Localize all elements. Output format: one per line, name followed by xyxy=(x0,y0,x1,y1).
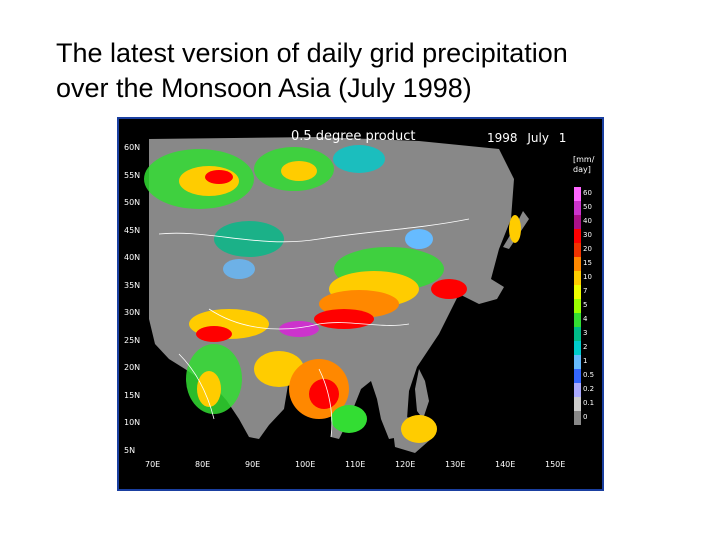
border-line xyxy=(158,218,470,243)
colorbar-swatch xyxy=(574,187,581,201)
colorbar-swatch xyxy=(574,257,581,271)
rain-cell xyxy=(401,415,437,443)
colorbar-label: 40 xyxy=(583,217,592,225)
philippines-land xyxy=(415,369,429,419)
unit-label: [mm/ day] xyxy=(573,155,594,175)
colorbar-label: 5 xyxy=(583,301,588,309)
product-label: 0.5 degree product xyxy=(291,129,416,144)
colorbar-swatch xyxy=(574,313,581,327)
date-label: 1998 July 1 xyxy=(487,131,567,145)
colorbar-label: 0.2 xyxy=(583,385,595,393)
colorbar-label: 4 xyxy=(583,315,588,323)
colorbar-swatch xyxy=(574,327,581,341)
lat-label: 15N xyxy=(124,390,141,400)
unit-line-2: day] xyxy=(573,165,591,174)
colorbar-swatch xyxy=(574,271,581,285)
colorbar-label: 2 xyxy=(583,343,588,351)
lon-label: 120E xyxy=(395,460,416,469)
lat-label: 55N xyxy=(124,170,141,180)
colorbar-label: 50 xyxy=(583,203,592,211)
rain-cell xyxy=(279,321,319,337)
rain-cell xyxy=(197,371,221,407)
colorbar-label: 10 xyxy=(583,273,592,281)
colorbar-label: 0 xyxy=(583,413,588,421)
rain-cell xyxy=(509,215,521,243)
rain-cell xyxy=(314,309,374,329)
colorbar-label: 3 xyxy=(583,329,588,337)
lat-label: 40N xyxy=(124,253,141,262)
lat-label: 25N xyxy=(124,335,141,345)
colorbar-swatch xyxy=(574,299,581,313)
lat-label: 10N xyxy=(124,418,141,427)
lon-label: 80E xyxy=(195,460,211,469)
colorbar-swatch xyxy=(574,397,581,411)
colorbar-label: 1 xyxy=(583,357,588,365)
precipitation-map: 0.5 degree product 1998 July 1 [mm/ day]… xyxy=(117,117,604,491)
title-line-2: over the Monsoon Asia (July 1998) xyxy=(56,73,472,103)
colorbar-swatch xyxy=(574,411,581,425)
colorbar xyxy=(574,187,581,425)
colorbar-label: 0.5 xyxy=(583,371,595,379)
map-graphic xyxy=(144,137,581,453)
slide-title: The latest version of daily grid precipi… xyxy=(56,36,696,106)
colorbar-label: 0.1 xyxy=(583,399,595,407)
lon-label: 150E xyxy=(545,460,566,469)
colorbar-label: 60 xyxy=(583,189,592,197)
colorbar-label: 7 xyxy=(583,287,588,295)
lat-label: 35N xyxy=(124,280,141,290)
colorbar-swatch xyxy=(574,341,581,355)
border-line xyxy=(318,368,333,438)
border-line xyxy=(208,308,410,330)
colorbar-label: 30 xyxy=(583,231,592,239)
borders xyxy=(158,218,470,438)
rain-cell xyxy=(333,145,385,173)
rain-cell xyxy=(309,379,339,409)
colorbar-label: 20 xyxy=(583,245,592,253)
lon-label: 90E xyxy=(245,460,261,469)
unit-line-1: [mm/ xyxy=(573,155,595,164)
colorbar-swatch xyxy=(574,229,581,243)
colorbar-swatch xyxy=(574,215,581,229)
lon-label: 130E xyxy=(445,460,466,469)
colorbar-swatch xyxy=(574,201,581,215)
lon-label: 140E xyxy=(495,460,516,469)
colorbar-label: 15 xyxy=(583,259,592,267)
rain-cell xyxy=(214,221,284,257)
lat-label: 20N xyxy=(124,363,141,372)
rain-cell xyxy=(331,405,367,433)
rain-cells xyxy=(144,145,521,443)
colorbar-swatch xyxy=(574,369,581,383)
lat-label: 30N xyxy=(124,308,141,317)
colorbar-swatch xyxy=(574,383,581,397)
colorbar-swatch xyxy=(574,355,581,369)
rain-cell xyxy=(405,229,433,249)
rain-cell xyxy=(431,279,467,299)
title-line-1: The latest version of daily grid precipi… xyxy=(56,38,568,68)
rain-cell xyxy=(223,259,255,279)
rain-cell xyxy=(281,161,317,181)
lat-label: 50N xyxy=(124,198,141,207)
lon-label: 100E xyxy=(295,460,316,469)
colorbar-swatch xyxy=(574,243,581,257)
lon-label: 110E xyxy=(345,460,366,469)
border-line xyxy=(178,353,215,420)
lat-label: 60N xyxy=(124,143,141,152)
colorbar-swatch xyxy=(574,285,581,299)
lat-label: 5N xyxy=(124,445,136,455)
lon-label: 70E xyxy=(145,460,161,469)
lat-label: 45N xyxy=(124,225,141,235)
rain-cell xyxy=(205,170,233,184)
rain-cell xyxy=(196,326,232,342)
